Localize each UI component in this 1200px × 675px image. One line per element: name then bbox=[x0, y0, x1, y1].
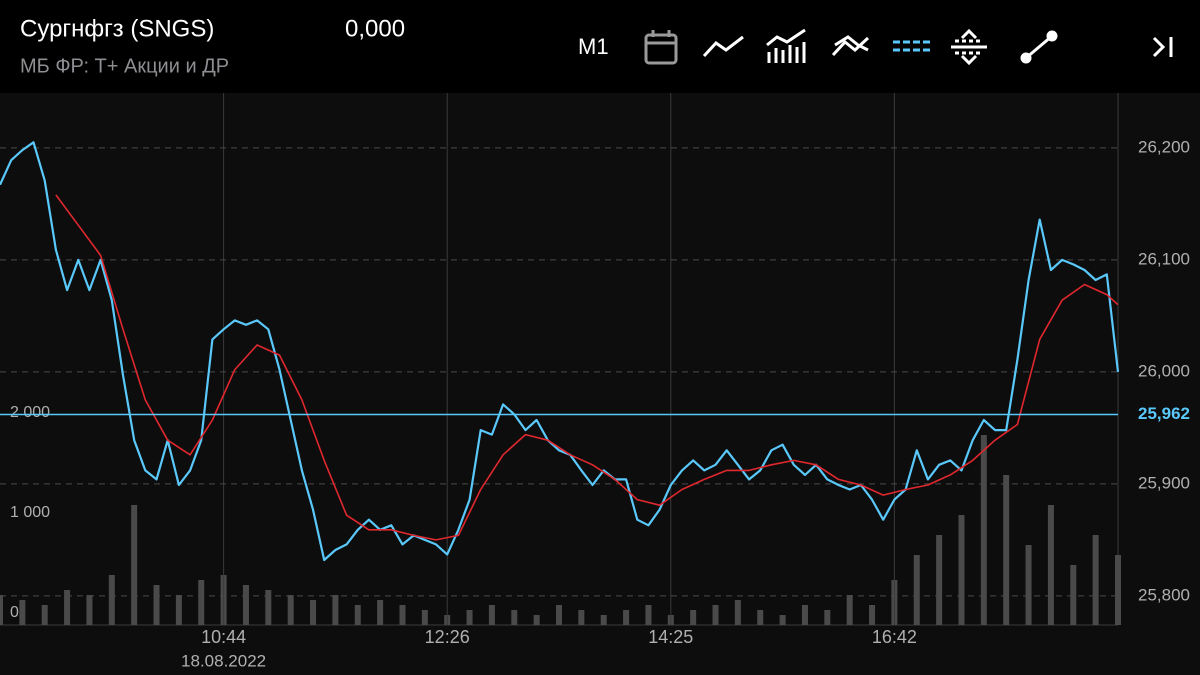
volume-bar bbox=[645, 605, 652, 625]
y-tick-label: 25,800 bbox=[1138, 585, 1190, 604]
volume-bar bbox=[734, 600, 741, 625]
line-chart-icon[interactable] bbox=[702, 35, 744, 58]
volume-bar bbox=[757, 610, 764, 625]
volume-bar bbox=[712, 605, 719, 625]
volume-bar bbox=[64, 590, 71, 625]
indicators-icon[interactable] bbox=[766, 28, 806, 63]
y-tick-label: 26,200 bbox=[1138, 137, 1190, 156]
go-to-end-icon[interactable] bbox=[1152, 36, 1173, 58]
volume-bar bbox=[175, 595, 182, 625]
date-label: 18.08.2022 bbox=[181, 651, 266, 670]
volume-bar bbox=[86, 595, 93, 625]
volume-bar bbox=[198, 580, 205, 625]
current-price-label: 25,962 bbox=[1138, 404, 1190, 423]
volume-bar bbox=[690, 610, 697, 625]
volume-bar bbox=[936, 535, 943, 625]
volume-bar bbox=[354, 605, 361, 625]
y2-tick-label: 1 000 bbox=[10, 504, 50, 521]
volume-bar bbox=[466, 610, 473, 625]
volume-bar bbox=[980, 435, 987, 625]
x-tick-label: 14:25 bbox=[648, 627, 693, 647]
ticker-title: Сургнфгз (SNGS) bbox=[20, 15, 214, 42]
moving-average-line bbox=[55, 194, 1119, 541]
x-tick-label: 12:26 bbox=[425, 627, 470, 647]
volume-bar bbox=[869, 605, 876, 625]
volume-bar bbox=[1003, 475, 1010, 625]
volume-bar bbox=[242, 585, 249, 625]
price-line bbox=[0, 141, 1120, 562]
header-bar bbox=[0, 0, 1200, 93]
volume-bar bbox=[556, 605, 562, 625]
volume-bar bbox=[913, 555, 920, 625]
volume-bar bbox=[1025, 545, 1032, 625]
volume-bar bbox=[1070, 565, 1077, 625]
volume-bar bbox=[265, 590, 272, 625]
volume-bar bbox=[533, 615, 540, 625]
y2-tick-label: 0 bbox=[10, 604, 19, 621]
x-tick-label: 10:44 bbox=[201, 627, 246, 647]
volume-bar bbox=[1115, 555, 1121, 625]
price: 0,000 bbox=[345, 15, 405, 42]
volume-bar bbox=[153, 585, 160, 625]
volume-bar bbox=[600, 615, 607, 625]
y-tick-label: 25,900 bbox=[1138, 473, 1190, 492]
volume-bar bbox=[623, 610, 630, 625]
y-tick-label: 26,000 bbox=[1138, 361, 1190, 380]
volume-bar bbox=[310, 600, 317, 625]
plot-area: 10:44 12:26 14:25 16:42 18.08.2022 25,800 25,9… bbox=[0, 93, 1190, 670]
compare-icon[interactable] bbox=[831, 35, 870, 57]
range-icon[interactable] bbox=[951, 28, 987, 66]
x-tick-label: 16:42 bbox=[872, 627, 917, 647]
volume-bar bbox=[824, 610, 831, 625]
volume-bar bbox=[421, 610, 428, 625]
volume-bar bbox=[19, 600, 26, 625]
timeframe-button[interactable]: M1 bbox=[578, 34, 609, 59]
y-tick-label: 26,100 bbox=[1138, 249, 1190, 268]
y2-tick-label: 2 000 bbox=[10, 404, 50, 421]
volume-bar bbox=[108, 575, 115, 625]
volume-bar bbox=[377, 600, 384, 625]
volume-bar bbox=[488, 605, 495, 625]
volume-bar bbox=[1092, 535, 1099, 625]
volume-bar bbox=[287, 595, 294, 625]
volume-bar bbox=[131, 505, 138, 625]
volume-bar bbox=[41, 605, 48, 625]
volume-bar bbox=[511, 610, 518, 625]
volume-bar bbox=[578, 610, 585, 625]
volume-bar bbox=[801, 605, 808, 625]
market-subtitle: МБ ФР: Т+ Акции и ДР bbox=[20, 55, 229, 77]
volume-bar bbox=[779, 615, 786, 625]
calendar-icon[interactable] bbox=[644, 30, 678, 65]
level-icon[interactable] bbox=[893, 40, 930, 52]
volume-bar bbox=[846, 595, 853, 625]
volume-bar bbox=[0, 595, 3, 625]
trendline-icon[interactable] bbox=[1020, 30, 1058, 64]
volume-bar bbox=[958, 515, 965, 625]
volume-bar bbox=[399, 605, 406, 625]
volume-bar bbox=[1047, 505, 1054, 625]
volume-bar bbox=[332, 595, 339, 625]
